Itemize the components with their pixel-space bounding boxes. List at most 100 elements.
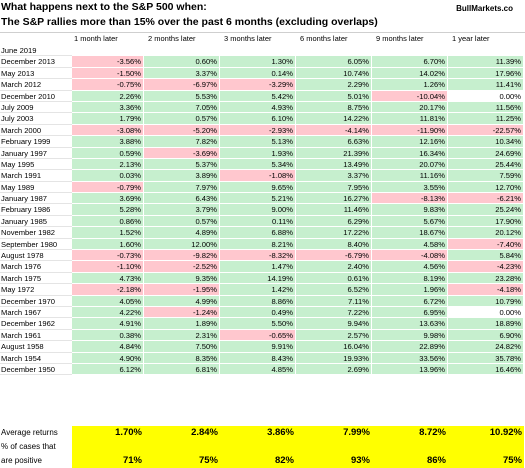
row-date-label: May 1989 [0, 182, 72, 194]
return-cell: 11.16% [372, 170, 448, 182]
return-cell: -10.04% [372, 90, 448, 102]
percent-positive-row: are positive 71% 75% 82% 93% 86% 75% [0, 454, 525, 468]
row-date-label: January 1987 [0, 193, 72, 205]
table-row: May 1972 -2.18% -1.95% 1.42% 6.52% 1.96% -4.18… [0, 284, 525, 296]
return-cell: -4.18% [448, 284, 524, 296]
return-cell: 8.86% [220, 295, 296, 307]
return-cell: 5.84% [448, 250, 524, 262]
return-cell: 4.85% [220, 363, 296, 376]
return-cell: 5.34% [220, 158, 296, 171]
return-cell: 0.61% [296, 272, 372, 285]
return-cell: 5.21% [220, 193, 296, 205]
return-cell: -2.93% [220, 124, 296, 137]
row-date-label: March 2000 [0, 125, 72, 137]
return-cell: 1.42% [220, 284, 296, 296]
return-cell: -4.14% [296, 124, 372, 137]
return-cell: 4.93% [220, 101, 296, 114]
return-cell: 4.05% [72, 295, 144, 307]
return-cell: 18.67% [372, 227, 448, 239]
summary-cell: 2.84% [191, 427, 218, 438]
return-cell: 2.31% [144, 329, 220, 342]
return-cell: 5.28% [72, 204, 144, 216]
return-cell: 16.46% [448, 363, 524, 376]
row-date-label: March 1976 [0, 261, 72, 273]
row-date-label: March 1967 [0, 307, 72, 319]
title: What happens next to the S&P 500 when: [1, 1, 207, 13]
row-date-label: March 1961 [0, 330, 72, 342]
return-cell [72, 45, 144, 57]
return-cell: 14.22% [296, 113, 372, 125]
row-date-label: December 2010 [0, 91, 72, 102]
return-cell: -0.75% [72, 79, 144, 91]
return-cell: 1.89% [144, 318, 220, 330]
return-cell: 0.57% [144, 215, 220, 228]
column-header-3-months: 3 months later [224, 34, 272, 43]
table-row: March 2012 -0.75% -6.97% -3.29% 2.29% 1.26% 11… [0, 79, 525, 91]
table-row: June 2019 [0, 45, 525, 57]
return-cell: 4.99% [144, 295, 220, 307]
return-cell: 0.03% [72, 170, 144, 182]
return-cell: 4.73% [72, 272, 144, 285]
return-cell: -3.08% [72, 124, 144, 137]
table-row: February 1999 3.88% 7.82% 5.13% 6.63% 12.16% 1… [0, 136, 525, 148]
return-cell: 6.29% [296, 215, 372, 228]
return-cell [372, 45, 448, 57]
row-date-label: August 1958 [0, 341, 72, 353]
return-cell: -3.29% [220, 79, 296, 91]
row-date-label: August 1978 [0, 250, 72, 262]
return-cell: 1.52% [72, 227, 144, 239]
table-row: December 1962 4.91% 1.89% 5.50% 9.94% 13.63% 1… [0, 318, 525, 330]
return-cell: 3.37% [144, 67, 220, 80]
return-cell: 7.05% [144, 101, 220, 114]
summary-cell: 3.86% [267, 427, 294, 438]
return-cell: 25.24% [448, 204, 524, 216]
return-cell: 5.13% [220, 136, 296, 148]
return-cell: 2.29% [296, 79, 372, 91]
row-date-label: March 1991 [0, 170, 72, 182]
row-date-label: May 1972 [0, 284, 72, 296]
table-row: August 1978 -0.73% -9.82% -8.32% -6.79% -4.08… [0, 250, 525, 262]
return-cell: 3.79% [144, 204, 220, 216]
return-cell: 3.69% [72, 193, 144, 205]
row-date-label: June 2019 [0, 45, 72, 57]
return-cell: 22.89% [372, 341, 448, 353]
row-date-label: July 2009 [0, 102, 72, 114]
table-row: January 1985 0.86% 0.57% 0.11% 6.29% 5.67% 17.… [0, 215, 525, 228]
return-cell: 4.89% [144, 227, 220, 239]
return-cell: -1.24% [144, 306, 220, 319]
return-cell: 7.95% [296, 181, 372, 194]
return-cell: 1.79% [72, 113, 144, 125]
return-cell: 20.17% [372, 101, 448, 114]
column-header-6-months: 6 months later [300, 34, 348, 43]
return-cell: 7.22% [296, 306, 372, 319]
return-cell: 6.70% [372, 56, 448, 68]
row-date-label: January 1997 [0, 148, 72, 159]
return-cell: -0.79% [72, 181, 144, 194]
return-cell: 9.00% [220, 204, 296, 216]
row-date-label: July 2003 [0, 113, 72, 125]
return-cell: -8.13% [372, 193, 448, 205]
return-cell: 5.01% [296, 90, 372, 102]
return-cell [448, 45, 524, 57]
return-cell: 0.60% [144, 56, 220, 68]
return-cell: 8.21% [220, 238, 296, 251]
return-cell: 0.00% [448, 90, 524, 102]
summary-cell: 86% [426, 455, 446, 466]
return-cell: 16.27% [296, 193, 372, 205]
table-row: December 1950 6.12% 6.81% 4.85% 2.69% 13.96% 1… [0, 363, 525, 376]
return-cell: 7.59% [448, 170, 524, 182]
return-cell: -4.08% [372, 250, 448, 262]
return-cell: -6.97% [144, 79, 220, 91]
return-cell: 0.49% [220, 306, 296, 319]
return-cell: 8.40% [296, 238, 372, 251]
return-cell: -6.79% [296, 250, 372, 262]
column-header-1-month: 1 month later [74, 34, 118, 43]
return-cell: 7.50% [144, 341, 220, 353]
return-cell: -2.18% [72, 284, 144, 296]
return-cell: -2.52% [144, 261, 220, 273]
return-cell: 17.96% [448, 67, 524, 80]
summary-cell: 8.72% [419, 427, 446, 438]
return-cell: 8.75% [296, 101, 372, 114]
return-cell: -0.73% [72, 250, 144, 262]
return-cell: 0.86% [72, 215, 144, 228]
